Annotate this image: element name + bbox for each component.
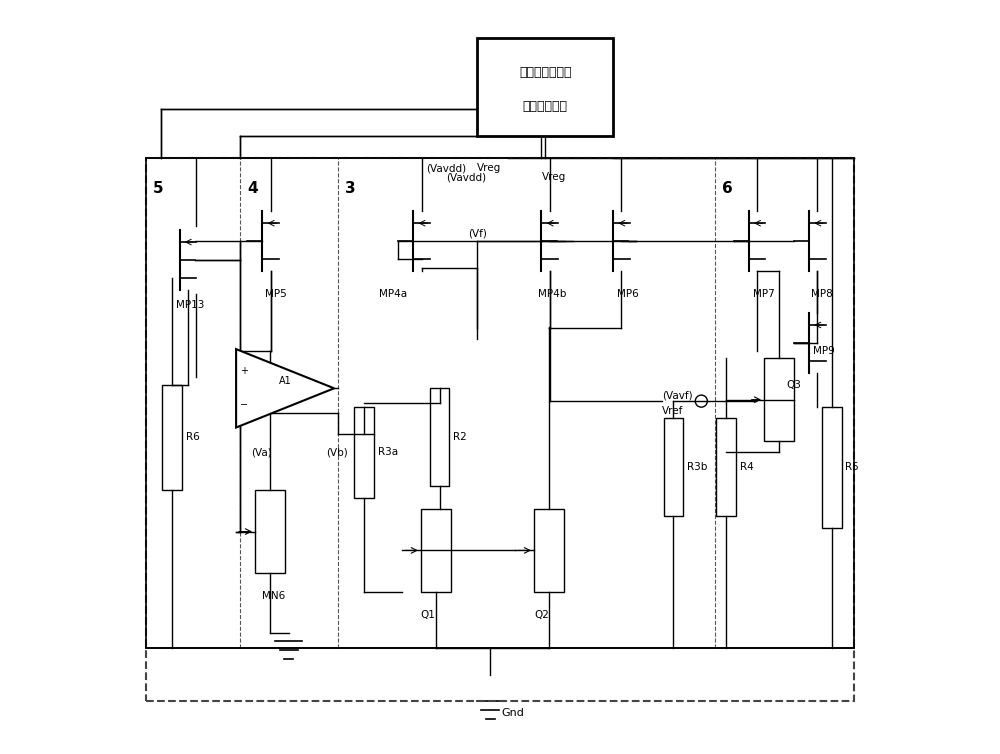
Text: Vreg: Vreg bbox=[541, 173, 566, 182]
Text: 5: 5 bbox=[153, 181, 164, 196]
Text: (Vb): (Vb) bbox=[327, 447, 348, 458]
Text: (Vavdd): (Vavdd) bbox=[426, 164, 466, 173]
Text: Vreg: Vreg bbox=[477, 164, 502, 173]
Text: MP9: MP9 bbox=[813, 345, 835, 356]
Text: MP7: MP7 bbox=[753, 289, 774, 299]
Text: 3: 3 bbox=[345, 181, 356, 196]
Text: 4: 4 bbox=[247, 181, 258, 196]
Text: R5: R5 bbox=[845, 462, 859, 473]
Text: R3a: R3a bbox=[378, 447, 398, 458]
Text: R2: R2 bbox=[453, 432, 467, 443]
Text: Vref: Vref bbox=[662, 406, 683, 416]
Text: R6: R6 bbox=[186, 432, 199, 443]
Text: (Vavf): (Vavf) bbox=[662, 391, 693, 401]
Text: MN6: MN6 bbox=[262, 590, 286, 601]
Text: −: − bbox=[240, 400, 248, 410]
Text: (Va): (Va) bbox=[251, 447, 272, 458]
Text: MP8: MP8 bbox=[811, 289, 833, 299]
Text: (Vavdd): (Vavdd) bbox=[446, 173, 486, 182]
Text: MP4b: MP4b bbox=[538, 289, 566, 299]
Text: Q2: Q2 bbox=[534, 609, 549, 620]
Text: Q3: Q3 bbox=[787, 379, 801, 390]
Polygon shape bbox=[236, 349, 334, 428]
Text: MP5: MP5 bbox=[265, 289, 287, 299]
Text: MP6: MP6 bbox=[617, 289, 639, 299]
Text: MP4a: MP4a bbox=[379, 289, 407, 299]
Text: R3b: R3b bbox=[687, 462, 707, 473]
Text: MP13: MP13 bbox=[176, 300, 204, 311]
Text: (Vf): (Vf) bbox=[468, 228, 487, 239]
Text: Gnd: Gnd bbox=[502, 707, 524, 718]
Text: 电压自调节电路: 电压自调节电路 bbox=[519, 66, 571, 78]
Text: 6: 6 bbox=[722, 181, 733, 196]
Text: A1: A1 bbox=[279, 375, 291, 386]
Text: R4: R4 bbox=[740, 462, 754, 473]
Text: Q1: Q1 bbox=[421, 609, 436, 620]
Text: +: + bbox=[240, 366, 248, 376]
FancyBboxPatch shape bbox=[477, 38, 613, 136]
Text: 及其启动电路: 及其启动电路 bbox=[523, 100, 568, 113]
